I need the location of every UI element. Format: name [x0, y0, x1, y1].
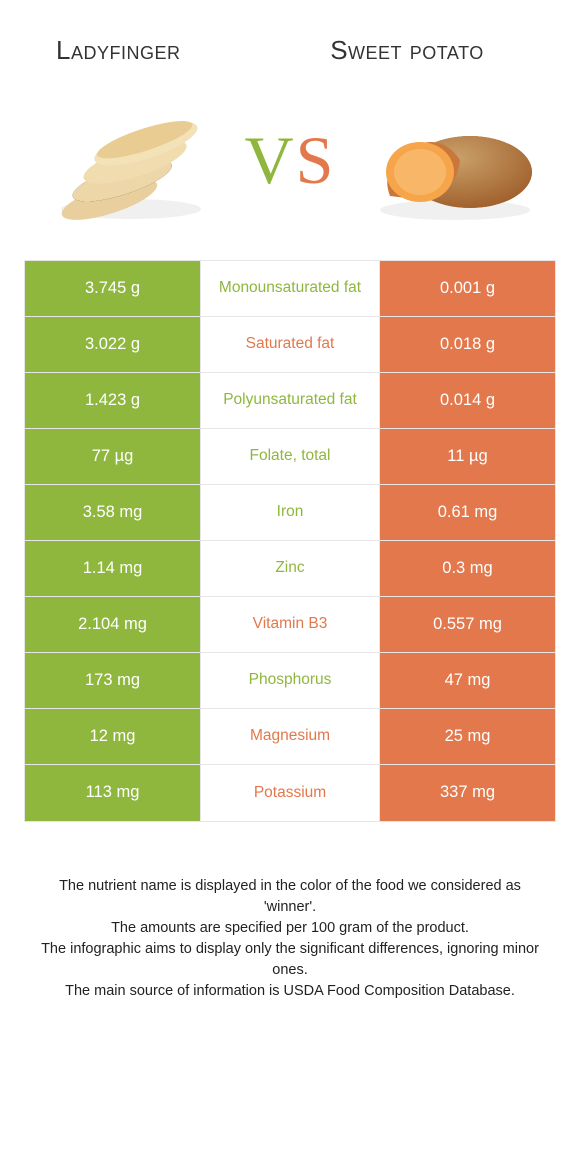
value-left: 3.58 mg	[25, 485, 201, 540]
value-right: 0.001 g	[379, 261, 555, 316]
table-row: 1.14 mgZinc0.3 mg	[25, 541, 555, 597]
table-row: 173 mgPhosphorus47 mg	[25, 653, 555, 709]
vs-v: V	[245, 122, 296, 198]
value-left: 3.745 g	[25, 261, 201, 316]
food-left-image	[40, 100, 220, 230]
vs-s: S	[296, 122, 336, 198]
footer-line: The infographic aims to display only the…	[40, 939, 540, 981]
nutrient-label: Potassium	[201, 765, 379, 821]
footer-line: The main source of information is USDA F…	[40, 981, 540, 1002]
value-right: 25 mg	[379, 709, 555, 764]
comparison-table: 3.745 gMonounsaturated fat0.001 g3.022 g…	[24, 260, 556, 822]
value-left: 77 µg	[25, 429, 201, 484]
footer-line: The amounts are specified per 100 gram o…	[40, 918, 540, 939]
value-right: 0.61 mg	[379, 485, 555, 540]
table-row: 1.423 gPolyunsaturated fat0.014 g	[25, 373, 555, 429]
vs-label: VS	[245, 121, 336, 200]
value-left: 2.104 mg	[25, 597, 201, 652]
value-right: 337 mg	[379, 765, 555, 821]
nutrient-label: Iron	[201, 485, 379, 540]
nutrient-label: Magnesium	[201, 709, 379, 764]
value-right: 47 mg	[379, 653, 555, 708]
nutrient-label: Vitamin B3	[201, 597, 379, 652]
food-right-title: Sweet potato	[290, 36, 530, 66]
table-row: 2.104 mgVitamin B30.557 mg	[25, 597, 555, 653]
nutrient-label: Saturated fat	[201, 317, 379, 372]
value-right: 0.014 g	[379, 373, 555, 428]
nutrient-label: Folate, total	[201, 429, 379, 484]
food-right-image	[360, 100, 540, 230]
value-right: 11 µg	[379, 429, 555, 484]
nutrient-label: Phosphorus	[201, 653, 379, 708]
header: Ladyfinger Sweet potato	[0, 0, 580, 78]
footer-notes: The nutrient name is displayed in the co…	[0, 822, 580, 1002]
table-row: 3.745 gMonounsaturated fat0.001 g	[25, 261, 555, 317]
hero: VS	[0, 78, 580, 260]
value-left: 12 mg	[25, 709, 201, 764]
value-left: 113 mg	[25, 765, 201, 821]
value-left: 173 mg	[25, 653, 201, 708]
value-left: 1.14 mg	[25, 541, 201, 596]
table-row: 12 mgMagnesium25 mg	[25, 709, 555, 765]
table-row: 3.58 mgIron0.61 mg	[25, 485, 555, 541]
table-row: 77 µgFolate, total11 µg	[25, 429, 555, 485]
nutrient-label: Polyunsaturated fat	[201, 373, 379, 428]
nutrient-label: Zinc	[201, 541, 379, 596]
value-right: 0.018 g	[379, 317, 555, 372]
food-left-title: Ladyfinger	[50, 36, 290, 66]
value-right: 0.3 mg	[379, 541, 555, 596]
value-right: 0.557 mg	[379, 597, 555, 652]
value-left: 1.423 g	[25, 373, 201, 428]
value-left: 3.022 g	[25, 317, 201, 372]
table-row: 113 mgPotassium337 mg	[25, 765, 555, 821]
nutrient-label: Monounsaturated fat	[201, 261, 379, 316]
footer-line: The nutrient name is displayed in the co…	[40, 876, 540, 918]
table-row: 3.022 gSaturated fat0.018 g	[25, 317, 555, 373]
